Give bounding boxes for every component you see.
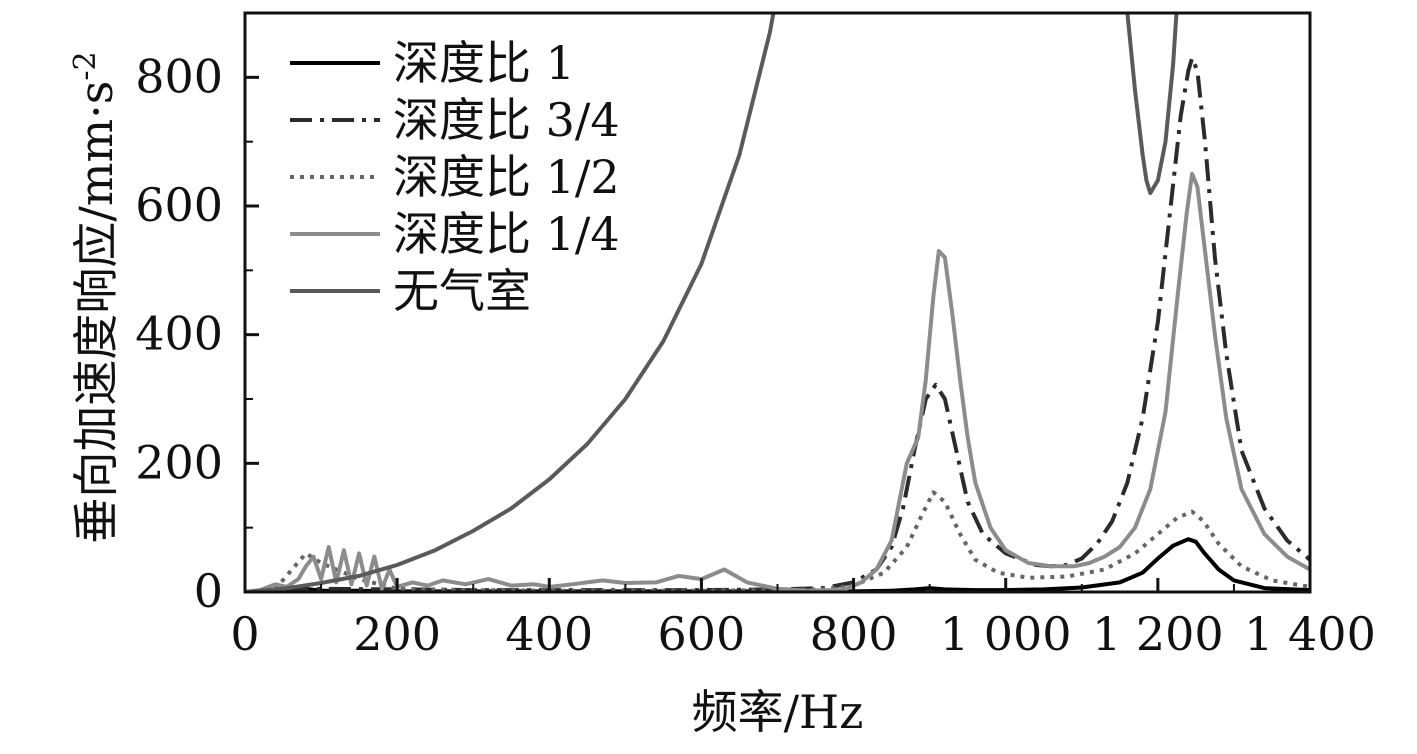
x-tick-label: 1 000 bbox=[940, 607, 1072, 661]
legend-label-3: 深度比 1/2 bbox=[393, 150, 620, 204]
x-tick-label: 0 bbox=[230, 607, 259, 661]
x-axis-title: 频率/Hz bbox=[692, 685, 864, 739]
x-tick-label: 800 bbox=[810, 607, 898, 661]
series-line-4 bbox=[245, 171, 1310, 592]
legend-label-4: 深度比 1/4 bbox=[393, 207, 620, 261]
legend-label-1: 深度比 1 bbox=[393, 36, 575, 90]
y-tick-label: 0 bbox=[194, 564, 223, 618]
series-line-5 bbox=[245, 13, 1179, 592]
legend-label-5: 无气室 bbox=[393, 264, 531, 318]
x-tick-label: 600 bbox=[658, 607, 746, 661]
y-axis-title: 垂向加速度响应/mm·s-2 bbox=[68, 51, 124, 543]
y-tick-label: 400 bbox=[135, 307, 223, 361]
y-tick-label: 200 bbox=[135, 435, 223, 489]
series-line-3 bbox=[245, 490, 1310, 592]
x-tick-label: 200 bbox=[353, 607, 441, 661]
x-tick-label: 1 200 bbox=[1092, 607, 1224, 661]
x-tick-label: 400 bbox=[505, 607, 593, 661]
x-tick-label: 1 400 bbox=[1244, 607, 1376, 661]
series-line-2 bbox=[245, 56, 1310, 592]
legend-label-2: 深度比 3/4 bbox=[393, 93, 620, 147]
series-layer bbox=[245, 13, 1310, 592]
y-tick-label: 800 bbox=[135, 49, 223, 103]
y-tick-label: 600 bbox=[135, 178, 223, 232]
axis-layer: 0 200 400 600 800 1 000 1 200 1 400 0 200 400 600 80… bbox=[135, 49, 1376, 661]
